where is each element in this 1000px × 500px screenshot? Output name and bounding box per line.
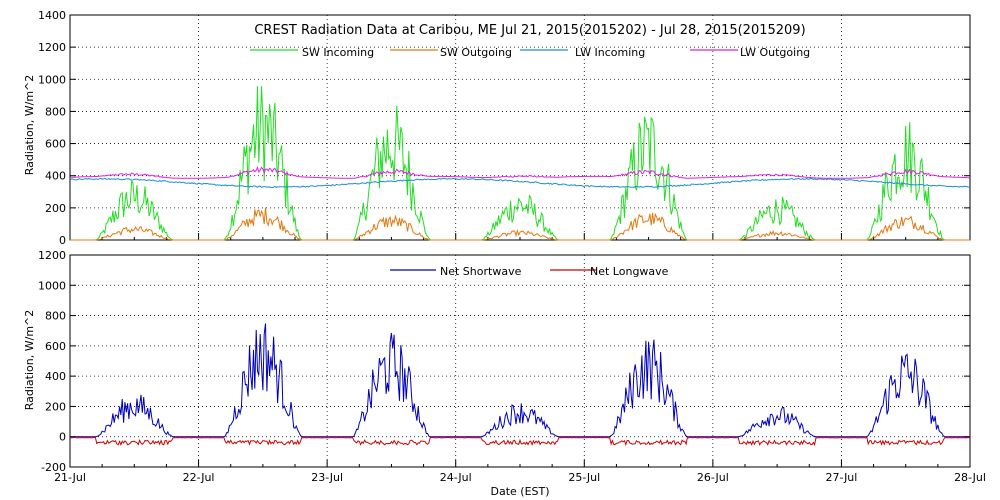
top-y-tick-label: 800: [45, 105, 66, 118]
bottom-y-tick-label: 0: [59, 431, 66, 444]
text-layer: CREST Radiation Data at Caribou, ME Jul …: [23, 23, 810, 498]
x-tick-label: 23-Jul: [311, 471, 343, 484]
legend-label-sw-incoming: SW Incoming: [302, 46, 374, 59]
top-chart-title: CREST Radiation Data at Caribou, ME Jul …: [254, 23, 805, 38]
x-tick-label: 24-Jul: [440, 471, 472, 484]
top-series-lw_in: [69, 177, 971, 189]
legend-label-net-longwave: Net Longwave: [590, 265, 669, 278]
top-y-tick-label: 600: [45, 138, 66, 151]
top-y-tick-label: 0: [59, 234, 66, 247]
bottom-y-tick-label: -200: [41, 461, 66, 474]
top-series-lw_out: [70, 166, 970, 179]
bottom-y-tick-label: 600: [45, 340, 66, 353]
legend-label-sw-outgoing: SW Outgoing: [440, 46, 512, 59]
series-layer: [69, 49, 971, 447]
top-y-tick-label: 200: [45, 202, 66, 215]
x-axis-label: Date (EST): [490, 485, 549, 498]
top-y-tick-label: 1400: [38, 9, 66, 22]
top-y-tick-label: 1200: [38, 41, 66, 54]
x-tick-label: 26-Jul: [697, 471, 729, 484]
top-series-sw_out: [70, 207, 970, 241]
legend-label-lw-outgoing: LW Outgoing: [740, 46, 810, 59]
bottom-y-tick-label: 400: [45, 370, 66, 383]
bottom-y-tick-label: 1200: [38, 249, 66, 262]
bottom-series-net_lw: [70, 436, 970, 447]
legend-label-lw-incoming: LW Incoming: [575, 46, 645, 59]
axes-layer: 0 200 400 600 800 1000 1200 1400 -200 0 200 400 600 8…: [38, 9, 986, 484]
bottom-y-tick-label: 200: [45, 400, 66, 413]
x-tick-label: 22-Jul: [183, 471, 215, 484]
x-tick-label: 21-Jul: [54, 471, 86, 484]
legend-label-net-shortwave: Net Shortwave: [440, 265, 522, 278]
bottom-series-net_sw: [70, 323, 970, 438]
bottom-y-tick-label: 800: [45, 310, 66, 323]
bottom-y-tick-label: 1000: [38, 279, 66, 292]
top-y-axis-label: Radiation, W/m^2: [23, 75, 36, 176]
top-y-tick-label: 1000: [38, 73, 66, 86]
x-tick-label: 27-Jul: [825, 471, 857, 484]
bottom-y-axis-label: Radiation, W/m^2: [23, 310, 36, 411]
top-y-tick-label: 400: [45, 170, 66, 183]
x-tick-label: 25-Jul: [568, 471, 600, 484]
x-tick-label: 28-Jul: [954, 471, 986, 484]
